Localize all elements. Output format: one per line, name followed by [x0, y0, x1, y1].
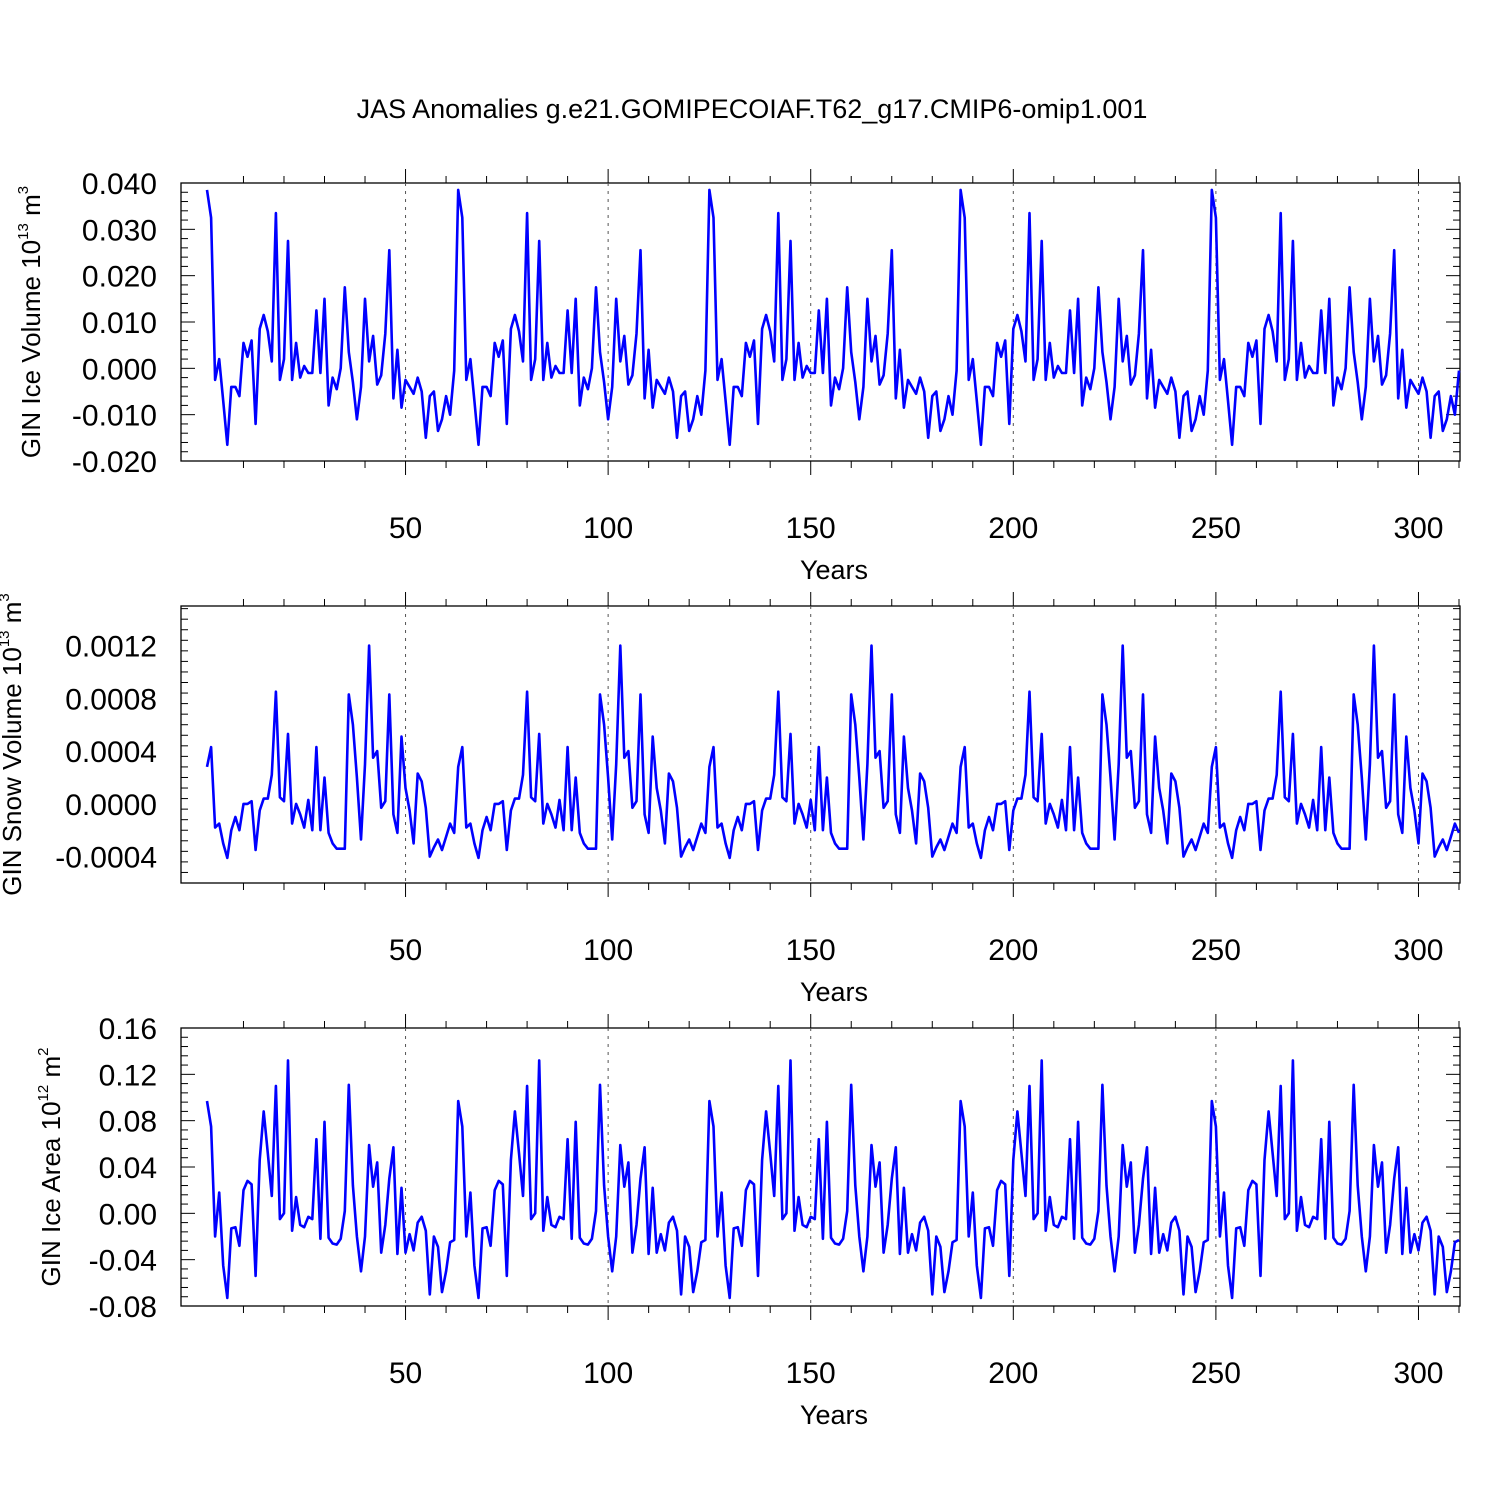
ytick-label: -0.08	[89, 1291, 157, 1324]
y-axis-label-unit: m	[16, 194, 46, 223]
y-axis-label-main: GIN Ice Volume 10	[16, 240, 46, 458]
xtick-label-250: 250	[1191, 934, 1241, 967]
y-axis-label: GIN Ice Volume 1013 m3	[15, 186, 46, 458]
y-axis-label-exponent: 12	[35, 1085, 52, 1102]
x-axis-label: Years	[800, 1400, 868, 1430]
ytick-label: 0.00	[99, 1198, 157, 1231]
y-axis-label-unit: m	[0, 602, 27, 631]
xtick-label-100: 100	[583, 512, 633, 545]
xtick-label-50: 50	[389, 934, 422, 967]
xtick-label-150: 150	[786, 934, 836, 967]
ytick-label: 0.0004	[65, 736, 157, 769]
xtick-label-200: 200	[988, 934, 1038, 967]
y-axis-label-main: GIN Snow Volume 10	[0, 647, 27, 896]
ytick-label: -0.010	[72, 400, 157, 433]
series-line-ice-area	[205, 1059, 1460, 1300]
ytick-label: 0.12	[99, 1059, 157, 1092]
ytick-label: 0.010	[82, 307, 157, 340]
xtick-label-250: 250	[1191, 512, 1241, 545]
series-line-snow-volume	[205, 644, 1461, 860]
ytick-label: 0.030	[82, 214, 157, 247]
y-axis-label-unit: m	[36, 1056, 66, 1085]
xtick-label-300: 300	[1393, 512, 1443, 545]
ytick-label: -0.04	[89, 1245, 157, 1278]
xtick-label-100: 100	[583, 934, 633, 967]
y-axis-label: GIN Snow Volume 1013 m3	[0, 593, 27, 896]
ytick-label: 0.04	[99, 1152, 157, 1185]
xtick-label-100: 100	[583, 1357, 633, 1390]
xtick-label-250: 250	[1191, 1357, 1241, 1390]
ytick-label: 0.0012	[65, 631, 157, 664]
xtick-label-200: 200	[988, 1357, 1038, 1390]
ytick-label: 0.000	[82, 353, 157, 386]
xtick-label-150: 150	[786, 1357, 836, 1390]
x-axis-label: Years	[800, 555, 868, 585]
panel-snow-volume: 50 100 150 200 250 300 Years -0.0004 0.0000 0.000…	[0, 592, 1461, 1007]
panel-ice-volume: 50 100 150 200 250 300 Years -0.020 -0.010 0.000 0…	[15, 168, 1461, 585]
xtick-label-50: 50	[389, 512, 422, 545]
ytick-label: 0.040	[82, 168, 157, 201]
xtick-label-150: 150	[786, 512, 836, 545]
ytick-label: 0.16	[99, 1013, 157, 1046]
y-axis-label-unit-exponent: 3	[15, 186, 32, 194]
y-axis-label-unit-exponent: 3	[0, 593, 13, 601]
y-axis-label-main: GIN Ice Area 10	[36, 1101, 66, 1286]
ytick-label: -0.0004	[55, 842, 157, 875]
chart-title: JAS Anomalies g.e21.GOMIPECOIAF.T62_g17.…	[357, 94, 1148, 124]
y-axis-label-unit-exponent: 2	[35, 1048, 52, 1056]
y-axis-label-exponent: 13	[0, 630, 13, 647]
ytick-label: -0.020	[72, 446, 157, 479]
xtick-label-200: 200	[988, 512, 1038, 545]
ytick-label: 0.08	[99, 1106, 157, 1139]
xtick-label-300: 300	[1393, 934, 1443, 967]
ytick-label: 0.0008	[65, 683, 157, 716]
xtick-label-50: 50	[389, 1357, 422, 1390]
x-axis-label: Years	[800, 977, 868, 1007]
xtick-label-300: 300	[1393, 1357, 1443, 1390]
y-axis-label-exponent: 13	[15, 223, 32, 240]
ytick-label: 0.0000	[65, 789, 157, 822]
plot-frame	[180, 605, 1461, 884]
ytick-label: 0.020	[82, 261, 157, 294]
panel-ice-area: 50 100 150 200 250 300 Years -0.08 -0.04 0.00 0.04…	[35, 1013, 1461, 1430]
series-line-ice-volume	[205, 188, 1461, 447]
y-axis-label: GIN Ice Area 1012 m2	[35, 1048, 66, 1287]
